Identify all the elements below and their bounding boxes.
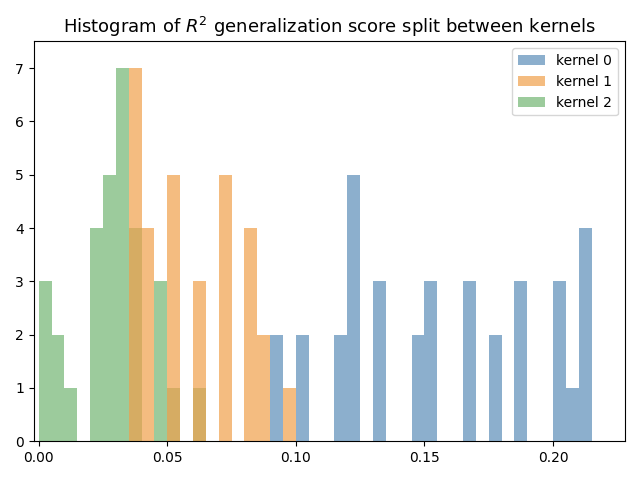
Bar [257, 335, 270, 441]
Title: Histogram of $R^2$ generalization score split between kernels: Histogram of $R^2$ generalization score … [63, 15, 596, 39]
Bar [39, 281, 52, 441]
Legend: kernel 0, kernel 1, kernel 2: kernel 0, kernel 1, kernel 2 [512, 48, 618, 115]
Bar [412, 335, 424, 441]
Bar [515, 281, 527, 441]
Bar [167, 388, 180, 441]
Bar [219, 175, 232, 441]
Bar [579, 228, 591, 441]
Bar [244, 228, 257, 441]
Bar [296, 335, 308, 441]
Bar [424, 281, 437, 441]
Bar [283, 388, 296, 441]
Bar [463, 281, 476, 441]
Bar [193, 281, 206, 441]
Bar [90, 228, 103, 441]
Bar [167, 175, 180, 441]
Bar [129, 228, 141, 441]
Bar [553, 281, 566, 441]
Bar [154, 281, 167, 441]
Bar [348, 175, 360, 441]
Bar [566, 388, 579, 441]
Bar [129, 68, 141, 441]
Bar [270, 335, 283, 441]
Bar [65, 388, 77, 441]
Bar [141, 228, 154, 441]
Bar [52, 335, 65, 441]
Bar [103, 175, 116, 441]
Bar [193, 388, 206, 441]
Bar [373, 281, 386, 441]
Bar [335, 335, 348, 441]
Bar [489, 335, 502, 441]
Bar [116, 68, 129, 441]
